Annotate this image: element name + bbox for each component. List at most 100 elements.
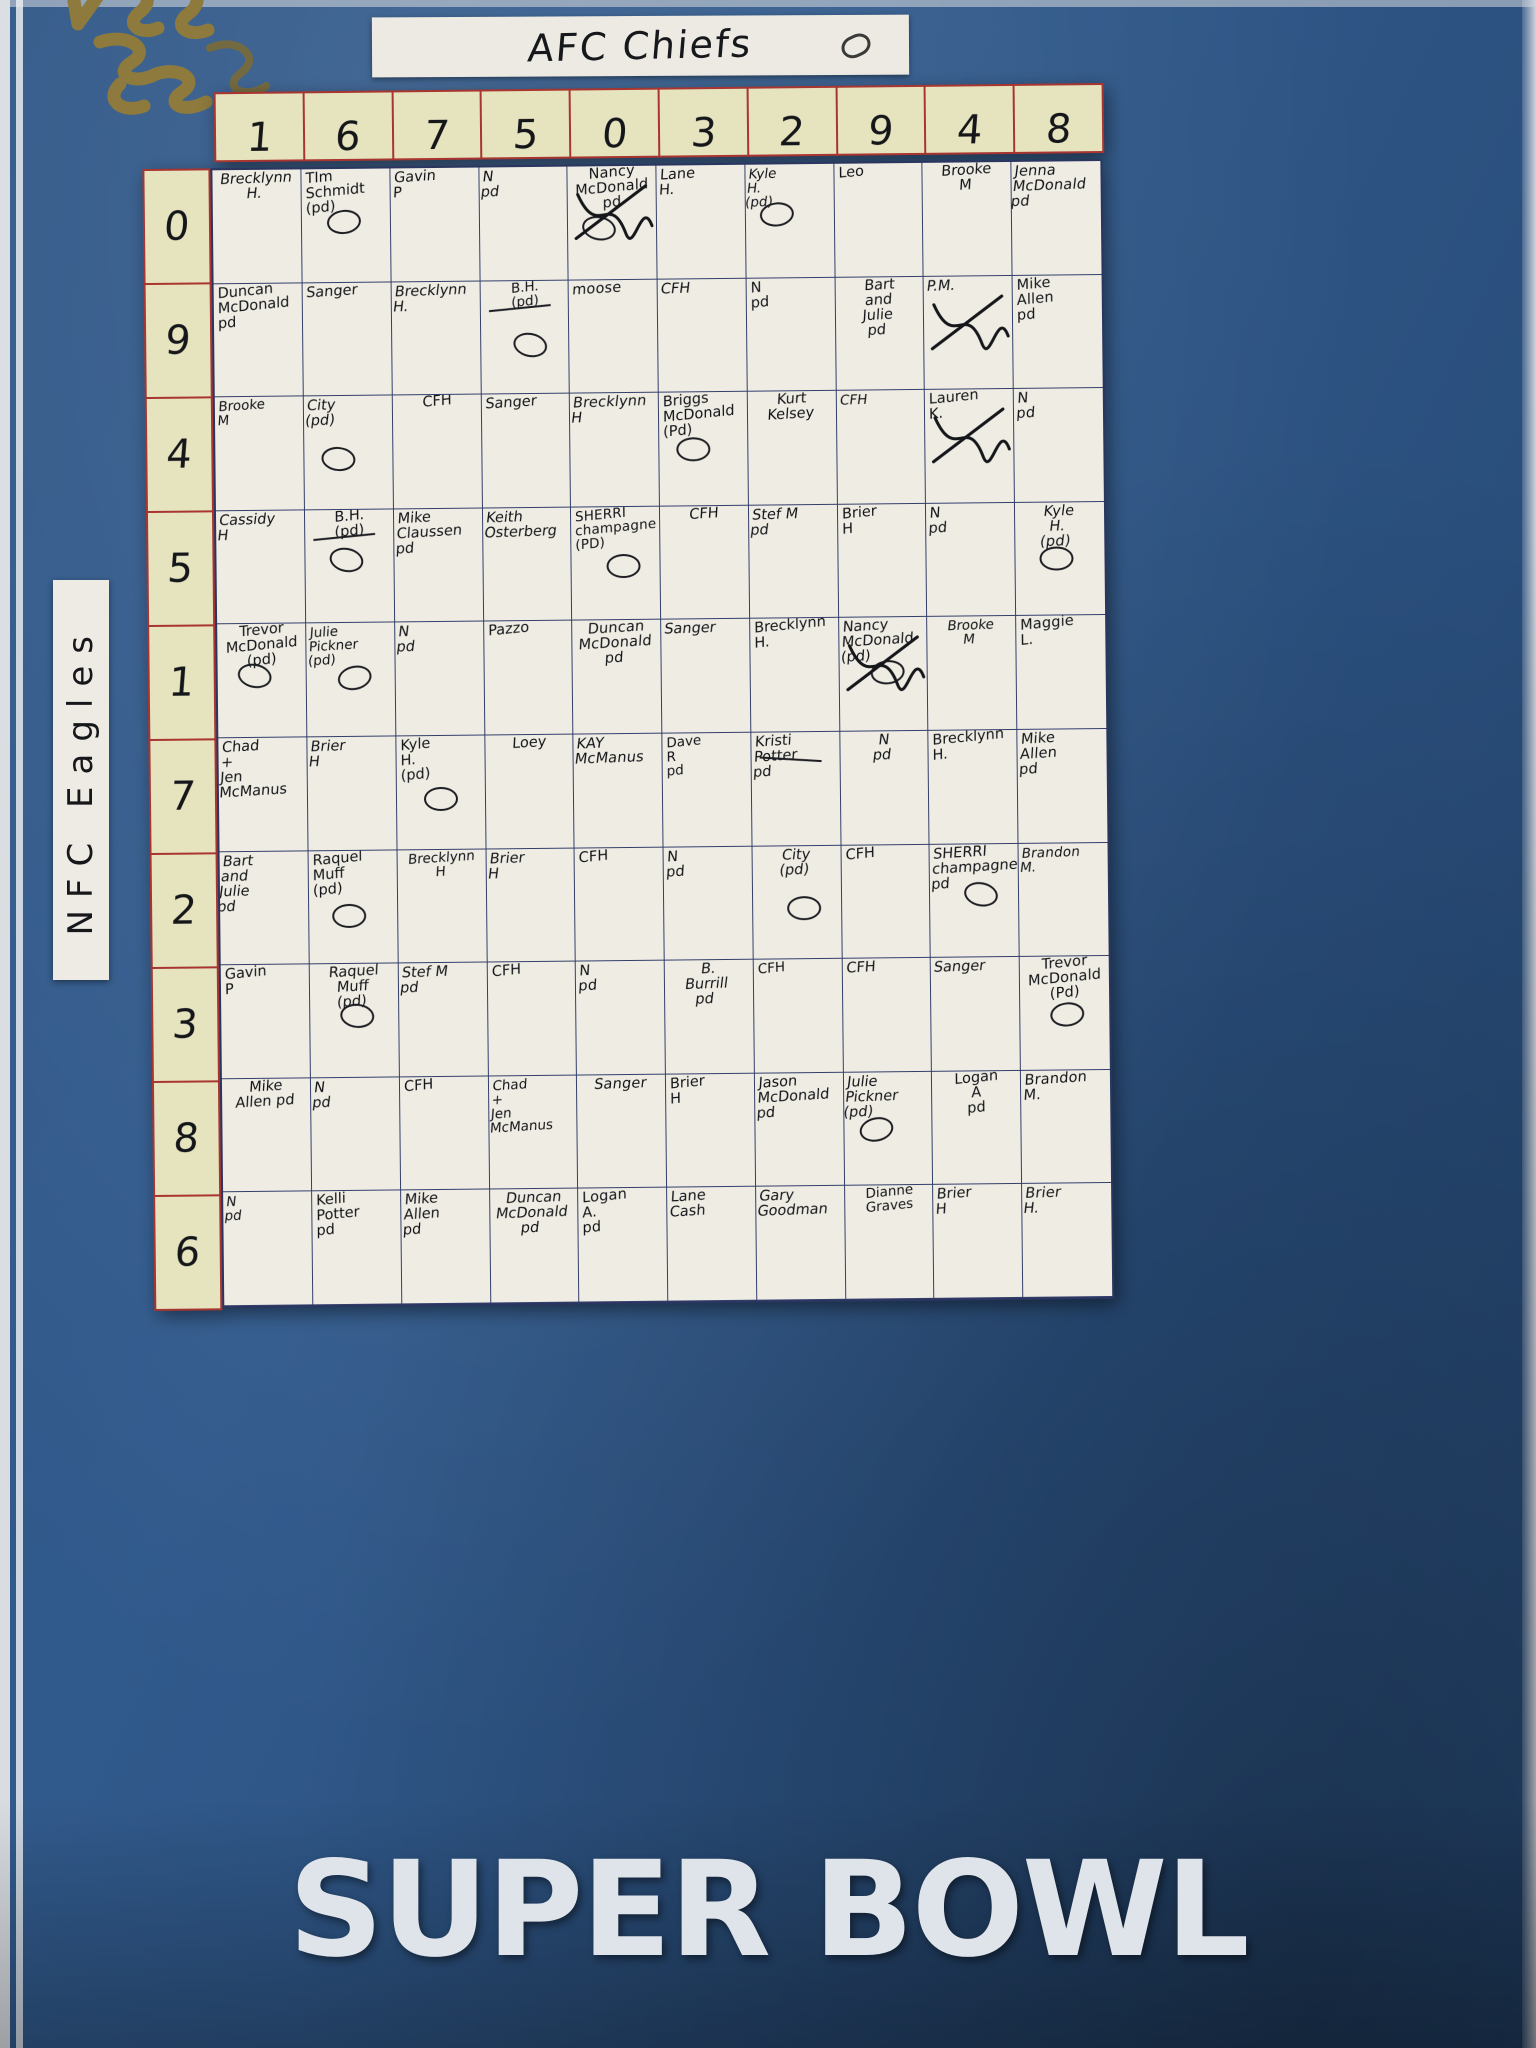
square-cell-r8-c8[interactable]: Logan A pd bbox=[932, 1070, 1023, 1186]
square-cell-r4-c7[interactable]: Nancy McDonald (pd) bbox=[838, 617, 929, 732]
square-cell-r6-c2[interactable]: Brecklynn H bbox=[397, 849, 488, 964]
square-cell-r8-c9[interactable]: Brandon M. bbox=[1021, 1069, 1112, 1185]
square-cell-r4-c2[interactable]: N pd bbox=[394, 621, 485, 737]
square-cell-r2-c0[interactable]: Brooke M bbox=[215, 396, 306, 512]
square-cell-r1-c7[interactable]: Bart and Julie pd bbox=[835, 276, 926, 391]
square-cell-r9-c0[interactable]: N pd bbox=[223, 1191, 314, 1307]
square-cell-r7-c1[interactable]: Raquel Muff (pd) bbox=[309, 963, 400, 1079]
square-cell-r0-c2[interactable]: Gavin P bbox=[390, 167, 481, 283]
square-cell-r8-c7[interactable]: Julie Pickner (pd) bbox=[843, 1071, 934, 1187]
square-cell-r9-c6[interactable]: Gary Goodman bbox=[755, 1186, 846, 1301]
square-cell-r0-c3[interactable]: N pd bbox=[478, 166, 569, 282]
square-cell-r7-c4[interactable]: N pd bbox=[576, 960, 667, 1076]
square-cell-r9-c9[interactable]: Brier H. bbox=[1022, 1183, 1113, 1298]
square-cell-r0-c7[interactable]: Leo bbox=[834, 162, 925, 278]
square-cell-r1-c5[interactable]: CFH bbox=[657, 278, 748, 393]
square-cell-r3-c9[interactable]: Kyle H. (pd) bbox=[1015, 501, 1106, 617]
square-cell-r2-c3[interactable]: Sanger bbox=[481, 393, 572, 509]
square-cell-r6-c7[interactable]: CFH bbox=[841, 844, 932, 959]
square-cell-r1-c3[interactable]: B.H. (pd) bbox=[480, 280, 571, 395]
square-cell-r4-c0[interactable]: Trevor McDonald (pd) bbox=[217, 623, 308, 739]
square-cell-r2-c1[interactable]: City (pd) bbox=[303, 395, 394, 511]
square-cell-r9-c4[interactable]: Logan A. pd bbox=[578, 1188, 669, 1303]
square-cell-r3-c4[interactable]: SHERRI champagne (PD) bbox=[571, 506, 662, 621]
square-cell-r6-c0[interactable]: Bart and Julie pd bbox=[219, 850, 310, 966]
square-cell-r8-c6[interactable]: Jason McDonald pd bbox=[754, 1072, 845, 1188]
square-cell-r7-c7[interactable]: CFH bbox=[842, 958, 933, 1073]
square-cell-r3-c3[interactable]: Keith Osterberg bbox=[482, 507, 573, 622]
square-cell-r2-c6[interactable]: Kurt Kelsey bbox=[747, 390, 838, 506]
square-cell-r9-c3[interactable]: Duncan McDonald pd bbox=[489, 1188, 580, 1304]
square-cell-r7-c0[interactable]: Gavin P bbox=[221, 964, 311, 1080]
square-cell-r3-c5[interactable]: CFH bbox=[660, 505, 751, 621]
square-cell-r0-c0[interactable]: Brecklynn H. bbox=[212, 169, 303, 284]
square-cell-r5-c8[interactable]: Brecklynn H. bbox=[928, 729, 1019, 845]
square-cell-r9-c1[interactable]: Kelli Potter pd bbox=[312, 1190, 403, 1306]
square-cell-r4-c5[interactable]: Sanger bbox=[661, 619, 752, 734]
square-cell-r0-c1[interactable]: TIm Schmidt (pd) bbox=[301, 168, 392, 283]
square-cell-r2-c7[interactable]: CFH bbox=[836, 390, 927, 505]
square-cell-r0-c6[interactable]: Kyle H. (pd) bbox=[745, 163, 836, 279]
square-cell-r3-c0[interactable]: Cassidy H bbox=[216, 510, 307, 625]
square-cell-r5-c0[interactable]: Chad + Jen McManus bbox=[218, 737, 309, 852]
square-cell-r8-c1[interactable]: N pd bbox=[310, 1077, 401, 1192]
square-cell-r2-c8[interactable]: Lauren K. bbox=[925, 389, 1016, 504]
square-cell-r6-c8[interactable]: SHERRI champagne pd bbox=[929, 843, 1020, 959]
square-cell-r0-c9[interactable]: Jenna McDonald pd bbox=[1011, 161, 1102, 276]
square-cell-r4-c8[interactable]: Brooke M bbox=[927, 616, 1018, 731]
square-cell-r5-c9[interactable]: Mike Allen pd bbox=[1017, 728, 1108, 844]
square-cell-r1-c4[interactable]: moose bbox=[568, 279, 659, 394]
square-cell-r0-c4[interactable]: Nancy McDonald pd bbox=[567, 165, 658, 281]
square-cell-r6-c4[interactable]: CFH bbox=[574, 847, 665, 962]
square-cell-r8-c4[interactable]: Sanger bbox=[577, 1074, 668, 1189]
square-cell-r6-c3[interactable]: Brier H bbox=[486, 848, 577, 963]
square-cell-r6-c5[interactable]: N pd bbox=[663, 846, 754, 961]
square-cell-r7-c5[interactable]: B. Burrill pd bbox=[664, 959, 755, 1075]
square-cell-r5-c7[interactable]: N pd bbox=[840, 730, 930, 846]
square-cell-r0-c8[interactable]: Brooke M bbox=[922, 161, 1013, 277]
square-cell-r8-c2[interactable]: CFH bbox=[399, 1076, 490, 1191]
square-cell-r2-c4[interactable]: Brecklynn H bbox=[570, 392, 661, 508]
square-cell-r2-c2[interactable]: CFH bbox=[392, 394, 483, 510]
square-cell-r2-c5[interactable]: Briggs McDonald (Pd) bbox=[658, 391, 749, 507]
square-cell-r8-c0[interactable]: Mike Allen pd bbox=[222, 1078, 313, 1193]
square-cell-r9-c5[interactable]: Lane Cash bbox=[667, 1187, 758, 1302]
square-cell-r2-c9[interactable]: N pd bbox=[1013, 388, 1104, 503]
square-cell-r6-c1[interactable]: Raquel Muff (pd) bbox=[308, 850, 399, 965]
square-cell-r1-c8[interactable]: P.M. bbox=[924, 275, 1014, 391]
square-cell-r9-c7[interactable]: Dianne Graves bbox=[844, 1185, 935, 1300]
square-cell-r6-c6[interactable]: City (pd) bbox=[752, 845, 843, 960]
square-cell-r5-c2[interactable]: Kyle H. (pd) bbox=[396, 735, 487, 851]
square-cell-r1-c0[interactable]: Duncan McDonald pd bbox=[213, 282, 304, 398]
square-cell-r3-c1[interactable]: B.H. (pd) bbox=[305, 509, 395, 624]
square-cell-r3-c2[interactable]: Mike Claussen pd bbox=[393, 508, 484, 623]
square-cell-r5-c1[interactable]: Brier H bbox=[307, 736, 398, 851]
square-cell-r7-c3[interactable]: CFH bbox=[487, 961, 578, 1077]
square-cell-r7-c9[interactable]: Trevor McDonald (Pd) bbox=[1019, 956, 1110, 1071]
square-cell-r5-c4[interactable]: KAY McManus bbox=[573, 733, 664, 849]
square-cell-r1-c1[interactable]: Sanger bbox=[302, 282, 393, 397]
square-cell-r9-c8[interactable]: Brier H bbox=[933, 1184, 1024, 1299]
square-cell-r7-c6[interactable]: CFH bbox=[753, 958, 844, 1074]
square-cell-r6-c9[interactable]: Brandon M. bbox=[1018, 842, 1109, 958]
square-cell-r7-c2[interactable]: Stef M pd bbox=[398, 962, 489, 1078]
square-cell-r0-c5[interactable]: Lane H. bbox=[656, 164, 747, 280]
square-cell-r1-c2[interactable]: Brecklynn H. bbox=[391, 281, 482, 396]
square-cell-r1-c6[interactable]: N pd bbox=[746, 277, 837, 392]
square-cell-r9-c2[interactable]: Mike Allen pd bbox=[400, 1189, 491, 1305]
square-cell-r7-c8[interactable]: Sanger bbox=[931, 957, 1022, 1072]
square-cell-r3-c7[interactable]: Brier H bbox=[837, 503, 928, 619]
square-cell-r5-c5[interactable]: Dave R pd bbox=[662, 732, 753, 848]
square-cell-r3-c8[interactable]: N pd bbox=[926, 502, 1017, 618]
square-cell-r8-c3[interactable]: Chad + Jen McManus bbox=[488, 1075, 579, 1190]
square-cell-r4-c9[interactable]: Maggie L. bbox=[1016, 615, 1107, 730]
square-cell-r5-c3[interactable]: Loey bbox=[484, 734, 575, 850]
square-cell-r4-c4[interactable]: Duncan McDonald pd bbox=[572, 620, 663, 735]
square-cell-r1-c9[interactable]: Mike Allen pd bbox=[1012, 274, 1103, 390]
square-cell-r4-c1[interactable]: Julie Pickner (pd) bbox=[306, 622, 397, 738]
square-cell-r4-c3[interactable]: Pazzo bbox=[483, 620, 574, 736]
square-cell-r8-c5[interactable]: Brier H bbox=[666, 1073, 756, 1189]
square-cell-r4-c6[interactable]: Brecklynn H. bbox=[750, 618, 841, 733]
square-cell-r3-c6[interactable]: Stef M pd bbox=[748, 504, 839, 620]
square-cell-r5-c6[interactable]: Kristi Potter pd bbox=[751, 731, 842, 847]
